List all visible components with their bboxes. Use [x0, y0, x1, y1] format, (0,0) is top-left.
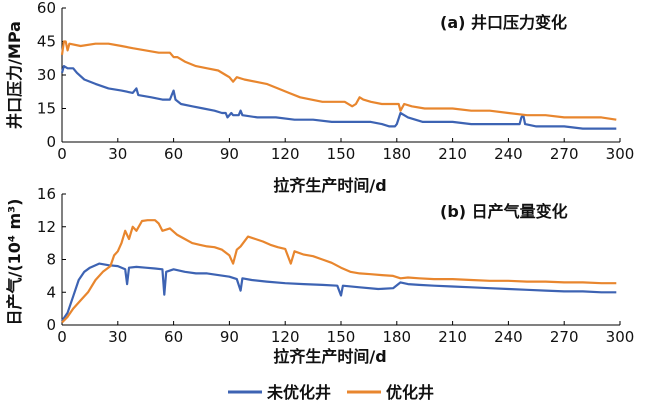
legend: 未优化井 优化井	[228, 383, 434, 402]
panel-a: (a) 井口压力变化 拉齐生产时间/d 井口压力/MPa 0 30 60 90 120 1…	[5, 0, 634, 195]
panel-b-x-label: 拉齐生产时间/d	[273, 347, 386, 366]
panel-a-series	[60, 40, 617, 130]
x-tick-label: 150	[327, 145, 356, 163]
x-tick-label: 0	[57, 328, 67, 346]
x-tick-label: 0	[57, 145, 67, 163]
x-tick-label: 240	[494, 145, 523, 163]
y-tick-label: 45	[37, 33, 56, 51]
panel-a-y-ticks: 0 15 30 45 60	[37, 0, 66, 151]
x-tick-label: 270	[550, 328, 579, 346]
y-tick-label: 15	[37, 100, 56, 118]
x-tick-label: 90	[220, 145, 239, 163]
panel-b: (b) 日产气量变化 拉齐生产时间/d 日产气/(10⁴ m³) 0 30 60 90…	[5, 185, 634, 366]
x-tick-label: 300	[606, 328, 635, 346]
panel-b-y-ticks: 0 4 8 12 16	[37, 185, 66, 334]
x-tick-label: 240	[494, 328, 523, 346]
panel-b-x-ticks: 0 30 60 90 120 150 180 210 240 270 300	[57, 321, 634, 346]
x-tick-label: 270	[550, 145, 579, 163]
panel-a-title: (a) 井口压力变化	[440, 13, 567, 32]
panel-b-y-label: 日产气/(10⁴ m³)	[5, 199, 24, 326]
x-tick-label: 120	[271, 328, 300, 346]
legend-label-optimized: 优化井	[386, 383, 434, 402]
x-tick-label: 210	[438, 145, 467, 163]
y-tick-label: 0	[46, 316, 56, 334]
x-tick-label: 120	[271, 145, 300, 163]
y-tick-label: 30	[37, 66, 56, 84]
series-line-optimized	[60, 40, 617, 121]
series-line-unoptimized	[61, 262, 617, 322]
x-tick-label: 210	[438, 328, 467, 346]
y-tick-label: 12	[37, 218, 56, 236]
x-tick-label: 300	[606, 145, 635, 163]
panel-b-title: (b) 日产气量变化	[440, 202, 568, 221]
panel-b-series	[61, 219, 617, 324]
series-line-unoptimized	[60, 65, 617, 130]
panel-a-y-label: 井口压力/MPa	[5, 21, 24, 129]
y-tick-label: 60	[37, 0, 56, 17]
series-line-optimized	[61, 219, 617, 324]
panel-a-x-label: 拉齐生产时间/d	[273, 176, 386, 195]
x-tick-label: 30	[108, 328, 127, 346]
x-tick-label: 30	[108, 145, 127, 163]
y-tick-label: 4	[46, 283, 56, 301]
x-tick-label: 90	[220, 328, 239, 346]
x-tick-label: 60	[164, 145, 183, 163]
legend-label-unoptimized: 未优化井	[266, 383, 331, 402]
y-tick-label: 0	[46, 133, 56, 151]
x-tick-label: 180	[382, 328, 411, 346]
x-tick-label: 60	[164, 328, 183, 346]
x-tick-label: 180	[382, 145, 411, 163]
x-tick-label: 150	[327, 328, 356, 346]
panel-a-x-ticks: 0 30 60 90 120 150 180 210 240 270 300	[57, 138, 634, 163]
y-tick-label: 16	[37, 185, 56, 203]
y-tick-label: 8	[46, 251, 56, 269]
